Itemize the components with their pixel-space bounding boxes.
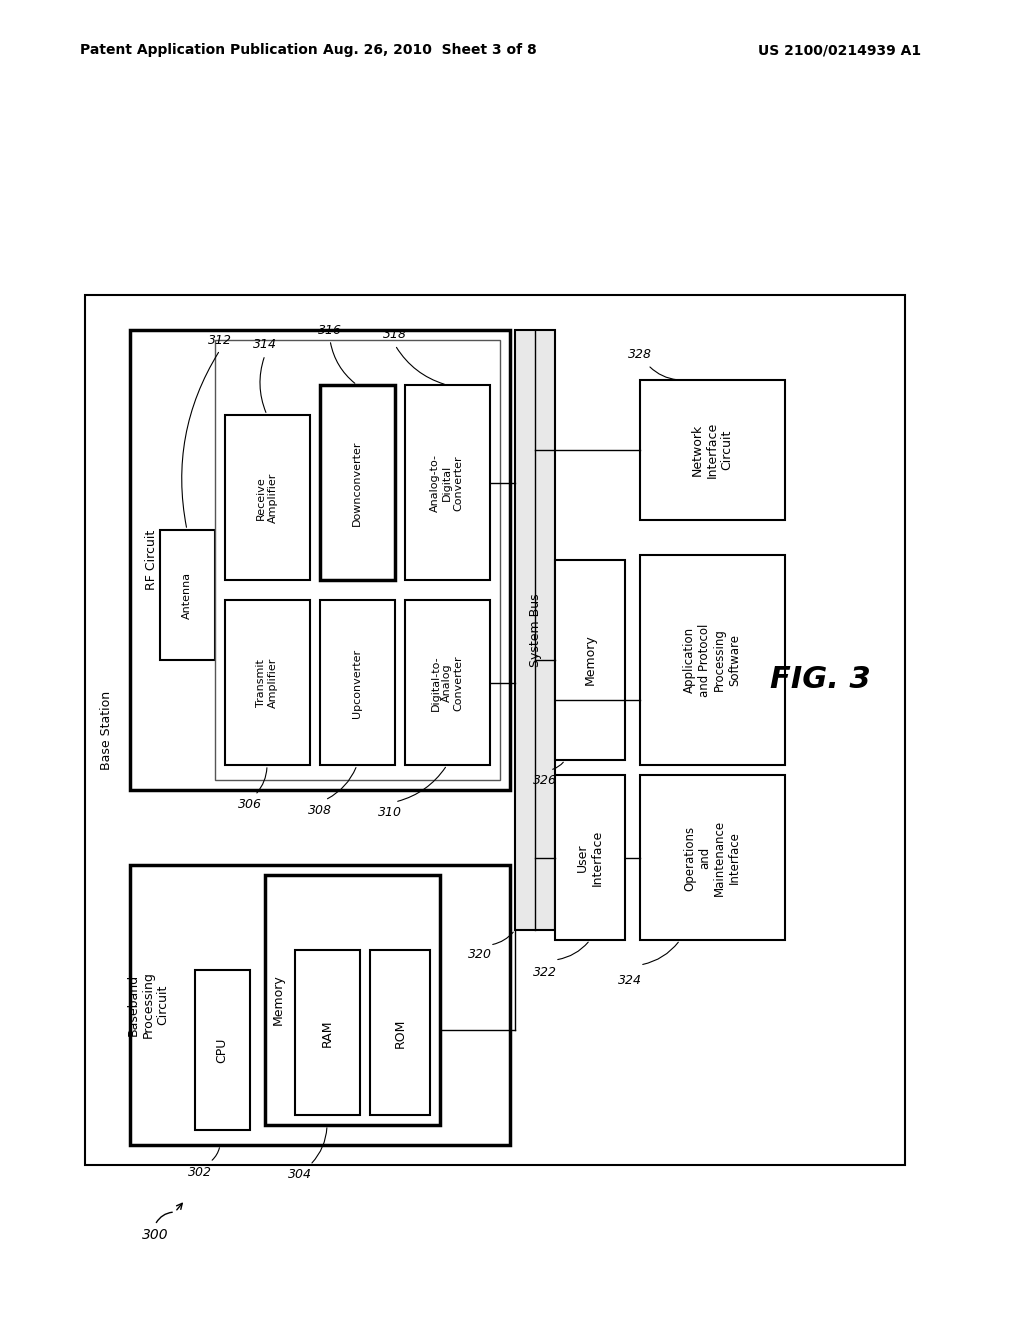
FancyBboxPatch shape [370,950,430,1115]
Text: Application
and Protocol
Processing
Software: Application and Protocol Processing Soft… [683,623,741,697]
FancyBboxPatch shape [515,330,555,931]
Text: 312: 312 [208,334,232,346]
FancyBboxPatch shape [195,970,250,1130]
Text: 322: 322 [534,965,557,978]
Text: 326: 326 [534,774,557,787]
FancyBboxPatch shape [640,775,785,940]
Text: Base Station: Base Station [100,690,113,770]
FancyBboxPatch shape [85,294,905,1166]
Text: 306: 306 [238,799,262,812]
FancyBboxPatch shape [225,601,310,766]
Text: Receive
Amplifier: Receive Amplifier [256,473,278,523]
FancyBboxPatch shape [319,601,395,766]
Text: Baseband
Processing
Circuit: Baseband Processing Circuit [127,972,170,1039]
Text: Transmit
Amplifier: Transmit Amplifier [256,657,278,709]
Text: RAM: RAM [321,1019,334,1047]
FancyBboxPatch shape [555,560,625,760]
Text: 316: 316 [318,323,342,337]
Text: User
Interface: User Interface [575,830,604,886]
FancyBboxPatch shape [295,950,360,1115]
Text: 304: 304 [288,1168,312,1181]
Text: CPU: CPU [215,1038,228,1063]
Text: Memory: Memory [271,974,285,1026]
Text: Analog-to-
Digital
Converter: Analog-to- Digital Converter [430,454,464,512]
Text: US 2100/0214939 A1: US 2100/0214939 A1 [759,44,922,57]
Text: 300: 300 [141,1228,168,1242]
Text: 314: 314 [253,338,278,351]
Text: Antenna: Antenna [182,572,193,619]
FancyBboxPatch shape [640,554,785,766]
Text: Digital-to-
Analog
Converter: Digital-to- Analog Converter [430,655,464,710]
Text: Aug. 26, 2010  Sheet 3 of 8: Aug. 26, 2010 Sheet 3 of 8 [324,44,537,57]
Text: 324: 324 [618,974,642,986]
FancyBboxPatch shape [640,380,785,520]
Text: Memory: Memory [584,635,597,685]
FancyBboxPatch shape [215,341,500,780]
FancyBboxPatch shape [225,414,310,579]
Text: 302: 302 [188,1166,212,1179]
FancyBboxPatch shape [406,385,490,579]
FancyBboxPatch shape [130,865,510,1144]
Text: 308: 308 [308,804,332,817]
Text: ROM: ROM [393,1018,407,1048]
Text: Patent Application Publication: Patent Application Publication [80,44,317,57]
Text: Operations
and
Maintenance
Interface: Operations and Maintenance Interface [683,820,741,896]
Text: 320: 320 [468,949,492,961]
Text: RF Circuit: RF Circuit [145,529,158,590]
Text: 310: 310 [378,805,402,818]
FancyBboxPatch shape [319,385,395,579]
Text: 328: 328 [628,348,652,362]
FancyBboxPatch shape [555,775,625,940]
Text: Upconverter: Upconverter [352,648,362,718]
FancyBboxPatch shape [130,330,510,789]
Text: System Bus: System Bus [528,593,542,667]
Text: Network
Interface
Circuit: Network Interface Circuit [690,422,733,478]
FancyBboxPatch shape [265,875,440,1125]
Text: FIG. 3: FIG. 3 [770,665,870,694]
Text: Downconverter: Downconverter [352,441,362,525]
FancyBboxPatch shape [160,531,215,660]
Text: 318: 318 [383,329,407,342]
FancyBboxPatch shape [406,601,490,766]
